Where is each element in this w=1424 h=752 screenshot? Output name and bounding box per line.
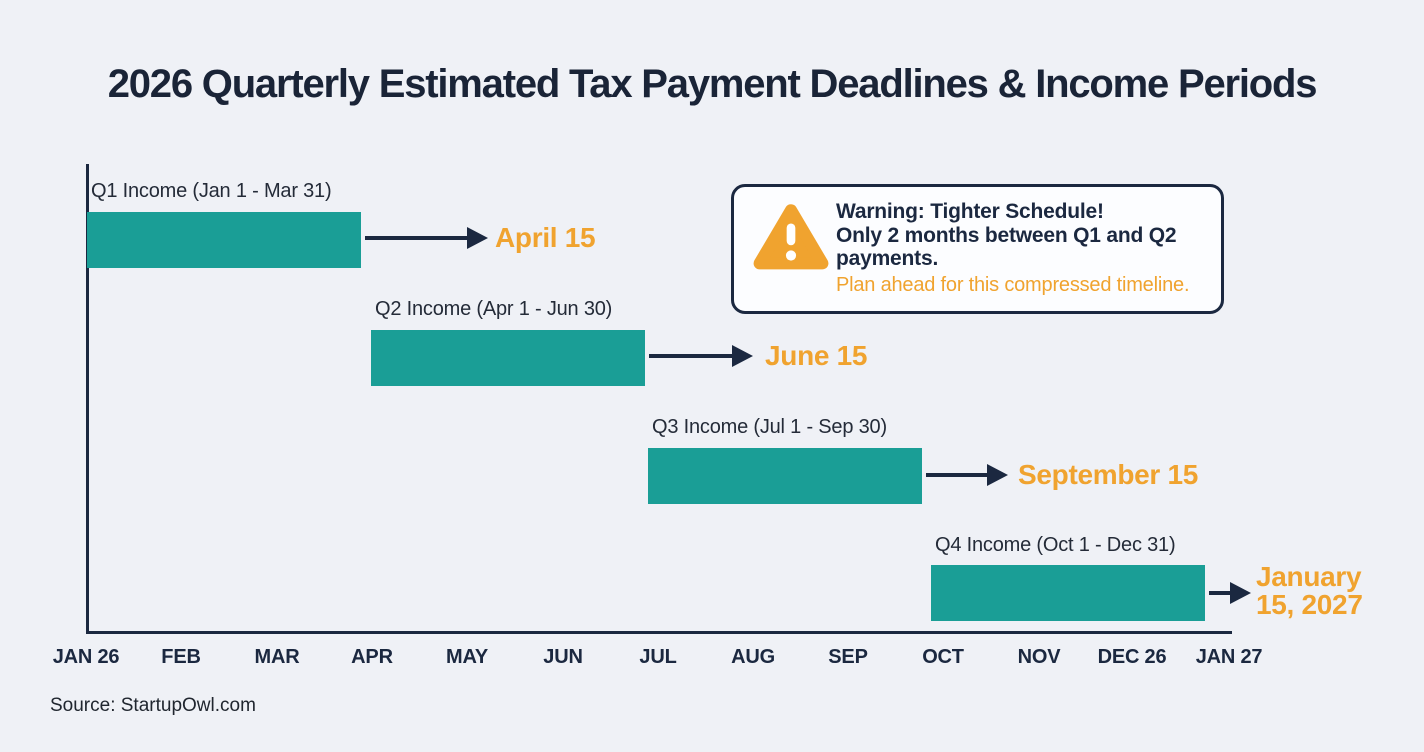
bar-label-q2: Q2 Income (Apr 1 - Jun 30) [375,298,613,320]
axis-label-jun: JUN [543,646,583,668]
arrow-q1-deadline-icon [365,227,488,249]
axis-label-oct: OCT [922,646,964,668]
bar-q2-income [371,330,645,386]
arrow-q4-deadline-icon [1209,582,1251,604]
deadline-q3: September 15 [1018,459,1199,490]
axis-label-jan26: JAN 26 [52,646,120,668]
warning-callout: Warning: Tighter Schedule! Only 2 months… [731,184,1224,314]
axis-label-apr: APR [351,646,393,668]
bar-label-q1: Q1 Income (Jan 1 - Mar 31) [91,180,332,202]
deadline-q2: June 15 [765,340,868,371]
bar-q3-income [648,448,922,504]
y-axis-line [86,164,89,634]
axis-label-may: MAY [445,646,489,668]
chart-title: 2026 Quarterly Estimated Tax Payment Dea… [107,62,1318,106]
axis-label-mar: MAR [254,646,300,668]
axis-label-dec26: DEC 26 [1097,646,1167,668]
bar-q1-income [87,212,361,268]
bar-label-q4: Q4 Income (Oct 1 - Dec 31) [935,534,1176,556]
bar-label-q3: Q3 Income (Jul 1 - Sep 30) [652,416,887,438]
warning-triangle-icon [753,204,829,270]
axis-label-feb: FEB [161,646,201,668]
arrow-shaft [365,236,470,240]
warning-note: Plan ahead for this compressed timeline. [836,273,1190,296]
arrow-head [732,345,753,367]
warning-body: Only 2 months between Q1 and Q2 payments… [836,223,1177,271]
axis-label-nov: NOV [1017,646,1061,668]
axis-label-aug: AUG [731,646,775,668]
arrow-shaft [1209,591,1233,595]
arrow-q3-deadline-icon [926,464,1008,486]
axis-label-jan27: JAN 27 [1195,646,1263,668]
deadline-q1: April 15 [495,222,596,253]
arrow-shaft [926,473,990,477]
x-axis-line [86,631,1232,634]
arrow-head [467,227,488,249]
arrow-head [1230,582,1251,604]
arrow-head [987,464,1008,486]
axis-label-jul: JUL [639,646,677,668]
warning-title: Warning: Tighter Schedule! [836,200,1104,223]
arrow-q2-deadline-icon [649,345,753,367]
source-credit: Source: StartupOwl.com [50,695,256,716]
warning-text-block: Warning: Tighter Schedule! Only 2 months… [836,200,1218,296]
deadline-q4: January 15, 2027 [1256,561,1363,620]
axis-label-sep: SEP [828,646,868,668]
bar-q4-income [931,565,1205,621]
arrow-shaft [649,354,735,358]
